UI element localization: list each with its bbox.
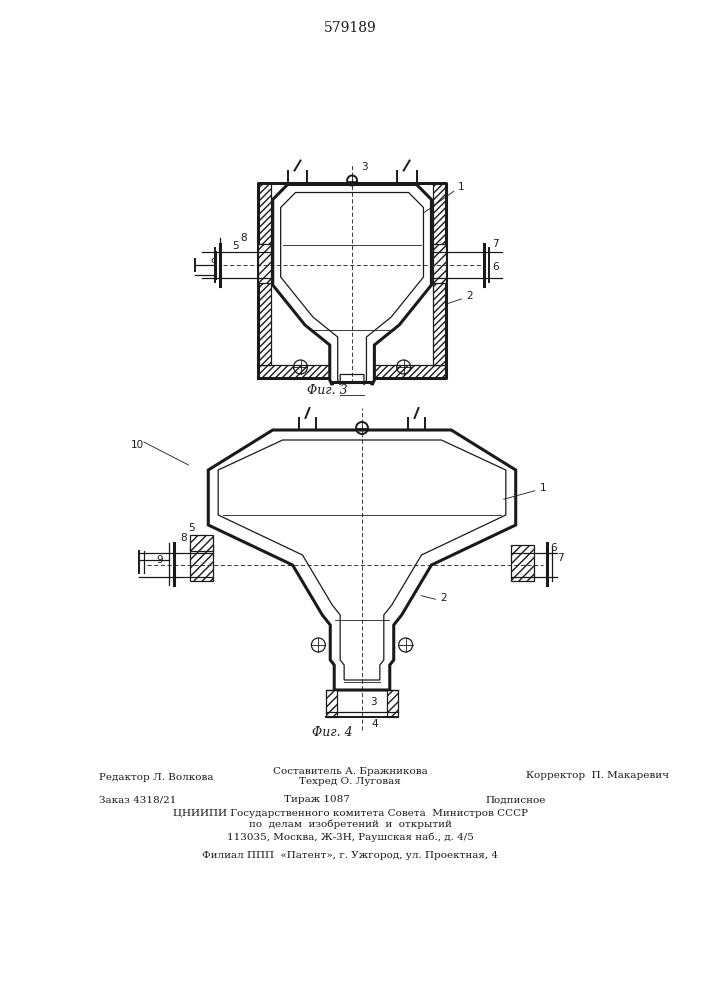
Text: Филиал ППП  «Патент», г. Ужгород, ул. Проектная, 4: Филиал ППП «Патент», г. Ужгород, ул. Про… (202, 850, 498, 859)
Text: Подписное: Подписное (486, 796, 547, 804)
Text: 4: 4 (372, 719, 378, 729)
Text: Φиг. 3: Φиг. 3 (307, 383, 348, 396)
Text: 2: 2 (466, 291, 473, 301)
Text: 113035, Москва, Ж-3Н, Раушская наб., д. 4/5: 113035, Москва, Ж-3Н, Раушская наб., д. … (227, 832, 474, 842)
Polygon shape (433, 182, 446, 364)
Text: 10: 10 (131, 440, 144, 450)
Text: 1: 1 (458, 182, 464, 192)
Text: Заказ 4318/21: Заказ 4318/21 (99, 796, 177, 804)
Polygon shape (209, 430, 515, 690)
Text: Редактор Л. Волкова: Редактор Л. Волкова (99, 774, 214, 782)
Text: 6: 6 (492, 262, 498, 272)
Text: 9: 9 (157, 555, 163, 565)
Polygon shape (258, 182, 271, 364)
Text: 1: 1 (539, 483, 546, 493)
Text: Φиг. 4: Φиг. 4 (312, 726, 353, 738)
Polygon shape (258, 364, 446, 377)
Text: 5: 5 (232, 241, 239, 251)
Text: 2: 2 (440, 593, 447, 603)
Text: 8: 8 (180, 533, 187, 543)
Text: ЦНИИПИ Государственного комитета Совета  Министров СССР: ЦНИИПИ Государственного комитета Совета … (173, 808, 527, 818)
Text: по  делам  изобретений  и  открытий: по делам изобретений и открытий (249, 819, 452, 829)
Text: 3: 3 (361, 161, 368, 172)
Text: 3: 3 (370, 697, 377, 707)
Polygon shape (190, 545, 214, 581)
Text: 9: 9 (210, 258, 217, 268)
Polygon shape (258, 244, 271, 283)
Text: 6: 6 (551, 543, 557, 553)
Polygon shape (433, 244, 446, 283)
Text: 579189: 579189 (324, 21, 376, 35)
Text: Техред О. Луговая: Техред О. Луговая (299, 778, 401, 786)
Text: 8: 8 (240, 233, 247, 243)
Text: Корректор  П. Макаревич: Корректор П. Макаревич (525, 772, 669, 780)
Polygon shape (273, 184, 431, 385)
Polygon shape (190, 535, 214, 551)
Text: Тираж 1087: Тираж 1087 (284, 796, 350, 804)
Text: Составитель А. Бражникова: Составитель А. Бражникова (273, 768, 428, 776)
Text: 5: 5 (189, 523, 195, 533)
Text: 7: 7 (492, 239, 498, 249)
Polygon shape (510, 545, 534, 581)
Polygon shape (327, 690, 337, 717)
Text: 7: 7 (557, 553, 564, 563)
Polygon shape (387, 690, 398, 717)
